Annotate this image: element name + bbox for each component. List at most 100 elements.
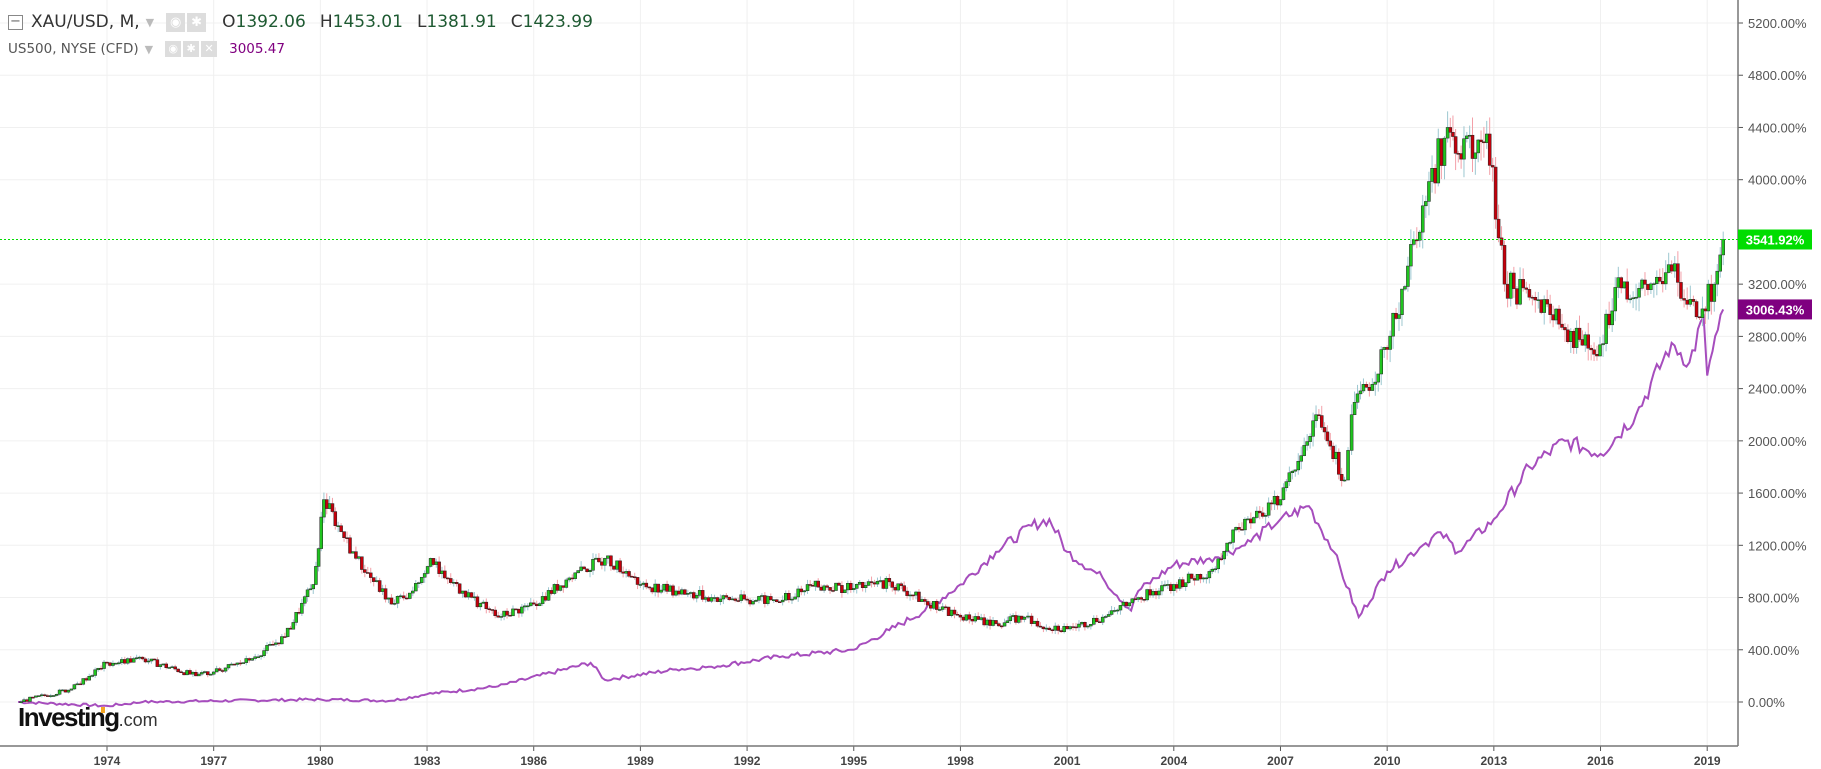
- candle-body: [970, 618, 975, 622]
- candle-body: [1139, 597, 1143, 600]
- candle-body: [105, 661, 109, 664]
- candle-body: [1666, 264, 1671, 273]
- candle-body: [206, 671, 210, 676]
- candle-body: [567, 577, 572, 581]
- candle-body: [1019, 615, 1024, 620]
- x-tick-label: 2007: [1267, 754, 1294, 768]
- candle-body: [1252, 517, 1256, 524]
- candle-body: [197, 673, 201, 677]
- compare-symbol[interactable]: US500, NYSE (CFD): [8, 41, 139, 57]
- candle-body: [319, 516, 323, 549]
- candle-body: [342, 531, 346, 538]
- candle-body: [1100, 616, 1105, 623]
- candle-body: [1548, 303, 1552, 315]
- y-tick-label: 4400.00%: [1748, 120, 1807, 135]
- candle-body: [1502, 245, 1507, 285]
- candle-body: [45, 695, 50, 697]
- candle-body: [1676, 263, 1680, 283]
- chevron-down-icon[interactable]: ▼: [144, 42, 154, 56]
- compare-series-legend: US500, NYSE (CFD) ▼ ◉ ✱ ✕ 3005.47: [8, 41, 285, 57]
- eye-icon[interactable]: ◉: [165, 41, 182, 57]
- candle-body: [63, 689, 68, 693]
- candle-body: [1685, 299, 1689, 305]
- candle-body: [863, 585, 868, 588]
- candle-body: [1697, 316, 1702, 319]
- main-symbol[interactable]: XAU/USD, M,: [31, 12, 140, 32]
- candle-body: [1160, 585, 1164, 592]
- candle-body: [60, 689, 65, 692]
- candle-body: [940, 606, 945, 610]
- candle-body: [1349, 414, 1354, 451]
- candle-body: [460, 590, 465, 594]
- y-tick-label: 5200.00%: [1748, 16, 1807, 31]
- candle-body: [1302, 445, 1306, 456]
- logo-accent: [101, 707, 105, 713]
- candle-body: [502, 610, 506, 617]
- candle-body: [1112, 610, 1117, 612]
- candle-body: [979, 617, 983, 620]
- candle-body: [949, 609, 954, 616]
- candle-body: [697, 590, 702, 596]
- candle-body: [1260, 512, 1265, 517]
- candle-body: [1151, 591, 1155, 596]
- close-icon[interactable]: ✕: [201, 41, 218, 57]
- chevron-down-icon[interactable]: ▼: [145, 15, 155, 29]
- candle-body: [1017, 615, 1021, 623]
- candle-body: [322, 499, 326, 518]
- candle-body: [1213, 568, 1218, 571]
- candle-body: [1462, 138, 1466, 160]
- candle-body: [120, 659, 124, 664]
- candle-body: [78, 683, 83, 686]
- candle-body: [582, 566, 586, 570]
- candle-body: [902, 585, 906, 592]
- candle-body: [48, 695, 53, 697]
- gear-icon[interactable]: ✱: [183, 41, 200, 57]
- candle-body: [188, 670, 192, 675]
- gear-icon[interactable]: ✱: [187, 12, 207, 32]
- candle-body: [211, 671, 216, 675]
- eye-icon[interactable]: ◉: [166, 12, 186, 32]
- y-tick-label: 2400.00%: [1748, 382, 1807, 397]
- candle-body: [1473, 152, 1478, 159]
- candle-body: [1172, 584, 1176, 591]
- y-tick-label: 2800.00%: [1748, 329, 1807, 344]
- candle-body: [1493, 166, 1498, 220]
- candle-body: [1427, 181, 1431, 202]
- candle-body: [635, 577, 640, 585]
- candle-body: [1607, 313, 1611, 326]
- candle-body: [274, 642, 278, 645]
- candle-body: [1456, 153, 1461, 155]
- candle-body: [1418, 231, 1422, 241]
- x-tick-label: 1992: [734, 754, 761, 768]
- candle-body: [316, 548, 321, 567]
- candle-body: [808, 584, 812, 586]
- candle-body: [644, 582, 649, 588]
- candle-body: [923, 599, 927, 602]
- candle-body: [1008, 616, 1012, 622]
- candle-body: [727, 596, 732, 600]
- candle-body: [425, 566, 430, 574]
- candle-body: [1482, 141, 1486, 144]
- candle-body: [1694, 301, 1699, 318]
- close-label: C: [510, 12, 523, 32]
- candle-body: [982, 617, 986, 626]
- investing-logo: Investing.com: [18, 702, 158, 733]
- candle-body: [96, 667, 100, 671]
- candle-body: [908, 594, 912, 597]
- candle-body: [1106, 614, 1111, 617]
- candle-body: [1512, 272, 1516, 289]
- candle-body: [140, 656, 145, 660]
- candle-body: [1406, 265, 1410, 287]
- candle-body: [1560, 323, 1564, 328]
- candle-body: [1580, 339, 1585, 346]
- candle-body: [1586, 334, 1590, 349]
- open-label: O: [222, 12, 236, 32]
- candle-body: [920, 599, 924, 602]
- x-tick-label: 2019: [1694, 754, 1721, 768]
- candle-body: [1299, 455, 1303, 462]
- candle-body: [1038, 625, 1043, 628]
- candle-body: [265, 645, 269, 651]
- collapse-icon[interactable]: −: [8, 14, 23, 30]
- candle-body: [1234, 527, 1238, 531]
